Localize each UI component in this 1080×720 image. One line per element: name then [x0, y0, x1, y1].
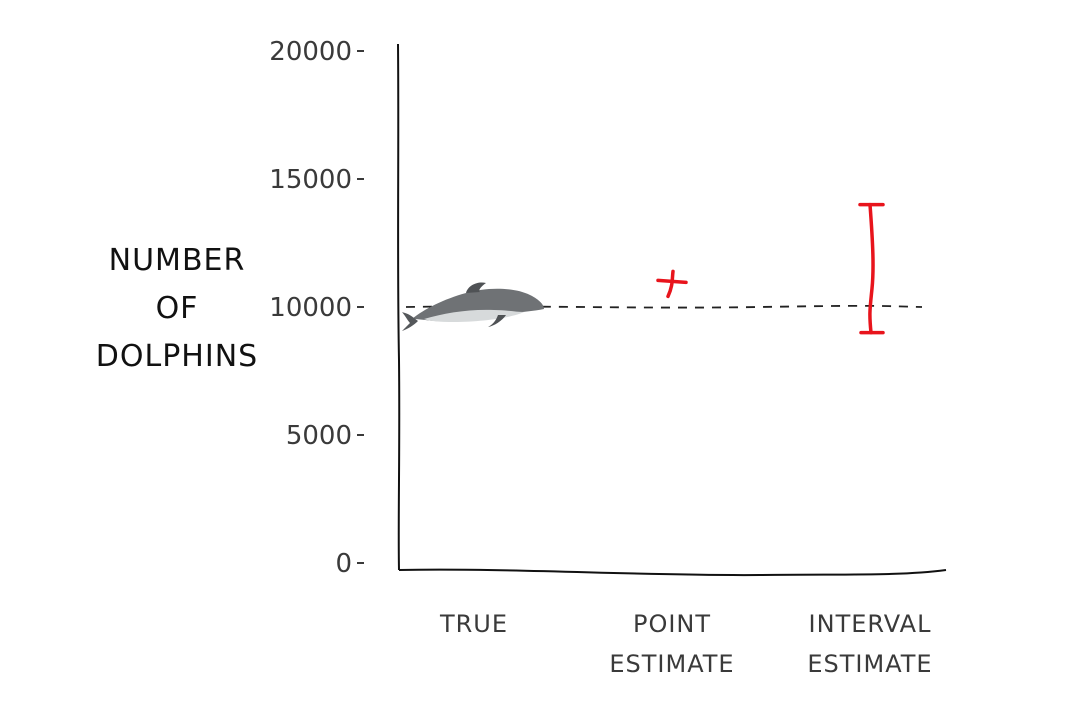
y-axis-line — [397, 43, 401, 571]
dolphin-belly — [424, 309, 524, 322]
y-axis-label: NUMBER OF DOLPHINS — [96, 243, 258, 374]
dolphin-dorsal-fin — [466, 282, 486, 293]
x-label-interval: INTERVAL — [809, 610, 932, 638]
x-label-interval: ESTIMATE — [807, 650, 932, 678]
y-axis-label-line-2: OF — [156, 291, 199, 326]
y-axis-label-line-3: DOLPHINS — [96, 339, 258, 374]
dolphin-tail — [402, 312, 418, 331]
point-estimate-vbar — [666, 269, 675, 299]
y-ticks: 0 5000 10000 15000 20000 — [269, 37, 364, 579]
dolphin-icon — [402, 282, 544, 331]
interval-estimate-bar — [858, 202, 885, 335]
y-tick-label: 0 — [335, 549, 352, 579]
interval-estimate-line — [868, 202, 875, 335]
point-estimate-marker — [656, 269, 688, 299]
chart-marks — [402, 202, 885, 335]
x-label-point: POINT — [633, 610, 711, 638]
x-axis-labels: TRUE POINT ESTIMATE INTERVAL ESTIMATE — [439, 610, 932, 678]
y-tick-label: 15000 — [269, 165, 352, 195]
x-axis-line — [398, 568, 947, 577]
x-label-true: TRUE — [439, 610, 508, 638]
dolphin-flipper — [488, 315, 506, 327]
y-tick-label: 10000 — [269, 293, 352, 323]
y-axis-label-line-1: NUMBER — [109, 243, 246, 278]
y-tick-label: 5000 — [286, 421, 352, 451]
x-label-point: ESTIMATE — [609, 650, 734, 678]
y-tick-label: 20000 — [269, 37, 352, 67]
